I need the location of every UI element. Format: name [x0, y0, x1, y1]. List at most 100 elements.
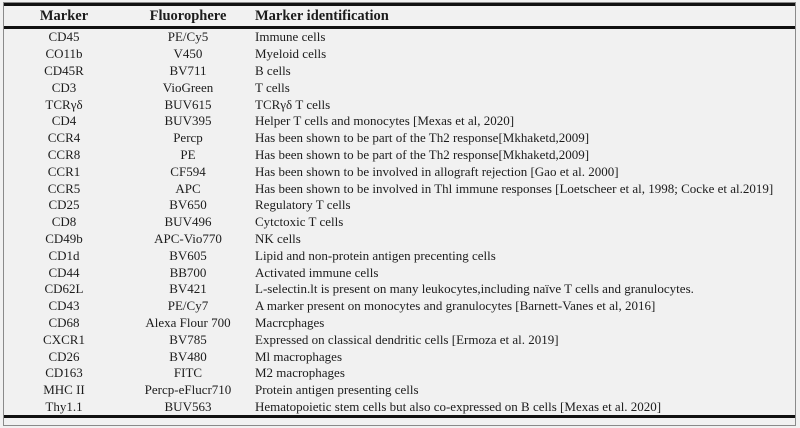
cell-identification: Expressed on classical dendritic cells […	[255, 331, 559, 347]
cell-fluorophore: Percp-eFlucr710	[144, 382, 232, 398]
table-row: CCR4 Percp Has been shown to be part of th…	[4, 130, 795, 147]
cell-marker: CD3	[51, 79, 77, 95]
cell-fluorophore: BV480	[169, 348, 207, 364]
cell-fluorophore: BUV615	[164, 96, 212, 112]
cell-marker: CD1d	[48, 247, 80, 263]
cell-marker: CD49b	[45, 230, 83, 246]
table-row: Thy1.1 BUV563 Hematopoietic stem cells but…	[4, 399, 795, 416]
cell-marker: CO11b	[45, 46, 83, 62]
table-row: CD49b APC-Vio770 NK cells	[4, 231, 795, 248]
table-row: CXCR1 BV785 Expressed on classical dendrit…	[4, 331, 795, 348]
table-row: CCR8 PE Has been shown to be part of the T…	[4, 147, 795, 164]
cell-marker: CD62L	[44, 281, 84, 297]
cell-fluorophore: PE	[180, 146, 196, 162]
cell-identification: Protein antigen presenting cells	[255, 382, 419, 398]
table-row: CD44 BB700 Activated immune cells	[4, 264, 795, 281]
table-row: CCR1 CF594 Has been shown to be involved i…	[4, 163, 795, 180]
table-row: CD1d BV605 Lipid and non-protein antigen p…	[4, 247, 795, 264]
cell-fluorophore: BUV563	[164, 398, 212, 414]
cell-fluorophore: BUV496	[164, 214, 212, 230]
cell-fluorophore: BV605	[169, 247, 207, 263]
cell-marker: CD163	[45, 365, 83, 381]
table-row: MHC II Percp-eFlucr710 Protein antigen pre…	[4, 382, 795, 399]
cell-fluorophore: Alexa Flour 700	[145, 314, 231, 330]
cell-fluorophore: BV785	[169, 331, 207, 347]
cell-fluorophore: FITC	[173, 365, 203, 381]
cell-identification: Regulatory T cells	[255, 197, 351, 213]
cell-marker: TCRγδ	[45, 96, 83, 112]
cell-marker: MHC II	[43, 382, 85, 398]
table-header-rule	[4, 26, 795, 29]
cell-marker: CD4	[51, 113, 77, 129]
table-row: CD163 FITC M2 macrophages	[4, 365, 795, 382]
cell-identification: B cells	[255, 62, 291, 78]
cell-marker: CD68	[48, 314, 80, 330]
cell-identification: Has been shown to be involved in Thl imm…	[255, 180, 774, 196]
table-row: CD68 Alexa Flour 700 Macrcphages	[4, 315, 795, 332]
table-row: TCRγδ BUV615 TCRγδ T cells	[4, 96, 795, 113]
cell-fluorophore: APC-Vio770	[154, 230, 222, 246]
cell-fluorophore: BB700	[169, 264, 207, 280]
table-row: CO11b V450 Myeloid cells	[4, 46, 795, 63]
cell-identification: NK cells	[255, 230, 301, 246]
cell-identification: Helper T cells and monocytes [Mexas et a…	[255, 113, 515, 129]
cell-fluorophore: PE/Cy7	[167, 298, 209, 314]
table-bottom-rule	[4, 415, 795, 419]
table-row: CCR5 APC Has been shown to be involved in …	[4, 180, 795, 197]
table-row: CD8 BUV496 Cytctoxic T cells	[4, 214, 795, 231]
cell-fluorophore: BV421	[169, 281, 207, 297]
table-header-row: Marker Fluorophere Marker identification	[4, 6, 795, 26]
table-bottom-gap	[4, 418, 795, 425]
cell-fluorophore: CF594	[170, 163, 206, 179]
table-top-rule	[4, 3, 795, 6]
cell-marker: CD43	[48, 298, 80, 314]
cell-identification: Cytctoxic T cells	[255, 214, 344, 230]
cell-marker: CXCR1	[43, 331, 85, 347]
marker-fluorophore-table: Marker Fluorophere Marker identification…	[3, 2, 796, 426]
cell-identification: Macrcphages	[255, 314, 325, 330]
cell-fluorophore: V450	[173, 46, 203, 62]
cell-identification: Has been shown to be involved in allogra…	[255, 163, 619, 179]
cell-fluorophore: APC	[175, 180, 201, 196]
cell-marker: CCR8	[47, 146, 81, 162]
cell-identification: Ml macrophages	[255, 348, 343, 364]
cell-identification: M2 macrophages	[255, 365, 345, 381]
cell-fluorophore: BUV395	[164, 113, 212, 129]
cell-identification: Myeloid cells	[255, 46, 327, 62]
cell-identification: A marker present on monocytes and granul…	[255, 298, 656, 314]
cell-marker: CCR4	[47, 130, 81, 146]
table-row: CD3 VioGreen T cells	[4, 79, 795, 96]
column-header-fluorophere: Fluorophere	[149, 7, 227, 24]
cell-marker: CD25	[48, 197, 80, 213]
cell-identification: Lipid and non-protein antigen precenting…	[255, 247, 496, 263]
cell-marker: Thy1.1	[45, 398, 83, 414]
cell-marker: CD45R	[44, 62, 84, 78]
table-row: CD62L BV421 L-selectin.lt is present on ma…	[4, 281, 795, 298]
cell-identification: TCRγδ T cells	[255, 96, 331, 112]
cell-identification: Has been shown to be part of the Th2 res…	[255, 130, 590, 146]
table-row: CD45R BV711 B cells	[4, 63, 795, 80]
cell-identification: Has been shown to be part of the Th2 res…	[255, 146, 590, 162]
column-header-marker-identification: Marker identification	[255, 7, 389, 24]
cell-marker: CD8	[51, 214, 77, 230]
table-row: CD26 BV480 Ml macrophages	[4, 348, 795, 365]
cell-marker: CD26	[48, 348, 80, 364]
table-row: CD45 PE/Cy5 Immune cells	[4, 29, 795, 46]
cell-fluorophore: BV650	[169, 197, 207, 213]
cell-fluorophore: PE/Cy5	[167, 29, 209, 45]
cell-identification: Hematopoietic stem cells but also co-exp…	[255, 398, 662, 414]
cell-fluorophore: Percp	[173, 130, 203, 146]
cell-identification: L-selectin.lt is present on many leukocy…	[255, 281, 694, 297]
cell-fluorophore: VioGreen	[162, 79, 214, 95]
cell-marker: CCR5	[47, 180, 81, 196]
cell-identification: Activated immune cells	[255, 264, 379, 280]
cell-identification: T cells	[255, 79, 290, 95]
cell-fluorophore: BV711	[169, 62, 207, 78]
table-row: CD4 BUV395 Helper T cells and monocytes [M…	[4, 113, 795, 130]
cell-marker: CD44	[48, 264, 80, 280]
column-header-marker: Marker	[39, 7, 89, 24]
table-body: CD45 PE/Cy5 Immune cells CO11b V450 Myeloid c…	[4, 29, 795, 415]
table-row: CD25 BV650 Regulatory T cells	[4, 197, 795, 214]
cell-marker: CCR1	[47, 163, 81, 179]
